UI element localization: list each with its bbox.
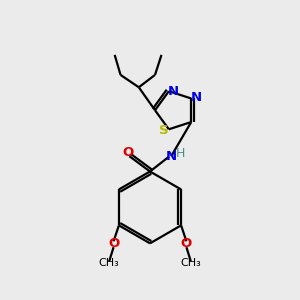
Text: CH₃: CH₃ <box>99 258 119 268</box>
Text: N: N <box>168 85 179 98</box>
Text: H: H <box>176 147 185 160</box>
Text: N: N <box>190 91 202 103</box>
Text: O: O <box>108 237 119 250</box>
Text: S: S <box>159 124 168 137</box>
Text: N: N <box>166 150 177 163</box>
Text: O: O <box>181 237 192 250</box>
Text: CH₃: CH₃ <box>181 258 201 268</box>
Text: O: O <box>122 146 134 159</box>
